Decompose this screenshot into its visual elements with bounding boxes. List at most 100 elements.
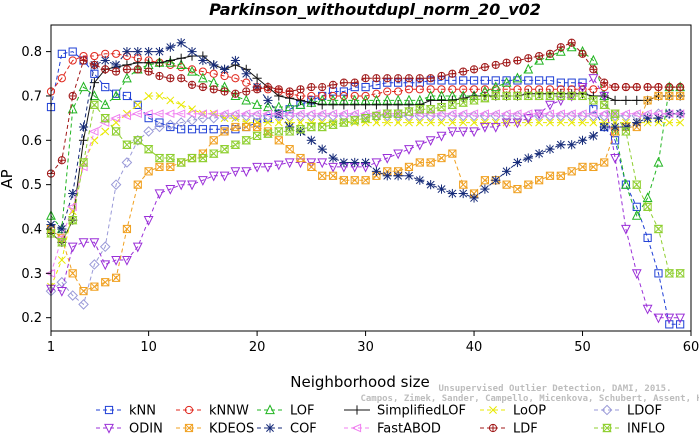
point-inflo-26: [317, 122, 327, 132]
point-ldf-48: [556, 43, 565, 52]
point-ldf-23: [285, 87, 294, 96]
point-simplifiedlof-30: [360, 100, 371, 110]
point-cof-40: [469, 193, 479, 203]
y-tick-label-0.5: 0.5: [21, 178, 42, 193]
point-ldf-33: [394, 74, 403, 83]
point-cof-15: [198, 55, 208, 66]
point-knn-15: [198, 125, 207, 134]
point-cof-47: [545, 144, 555, 154]
y-tick-label-0.8: 0.8: [21, 45, 42, 60]
point-loop-46: [535, 118, 544, 127]
point-odin-41: [479, 122, 490, 133]
point-kdeos-6: [101, 278, 110, 287]
point-knn-43: [502, 76, 511, 85]
point-ldf-28: [339, 78, 348, 87]
legend-label-knnw: kNNW: [209, 404, 249, 419]
point-cof-52: [599, 122, 609, 132]
point-kdeos-5: [90, 282, 99, 291]
point-cof-31: [371, 166, 382, 176]
point-kdeos-47: [545, 171, 555, 180]
point-cof-51: [588, 131, 598, 141]
legend-label-fastabod: FastABOD: [377, 422, 441, 435]
point-simplifiedlof-47: [545, 89, 555, 99]
point-knn-47: [545, 76, 555, 85]
point-simplifiedlof-4: [78, 135, 89, 145]
point-odin-34: [404, 145, 414, 155]
point-kdeos-18: [231, 122, 240, 132]
series-ldf: [46, 38, 685, 178]
point-inflo-29: [349, 116, 360, 125]
point-lof-46: [534, 54, 545, 65]
point-inflo-34: [404, 107, 414, 116]
point-cof-45: [523, 153, 533, 163]
watermark-line-1: Unsupervised Outlier Detection, DAMI, 20…: [439, 383, 672, 394]
legend-item-simplifiedlof: SimplifiedLOF: [344, 404, 466, 419]
point-inflo-51: [588, 96, 599, 105]
point-kdeos-28: [339, 176, 348, 185]
point-fastabod-56: [641, 109, 652, 119]
legend-marker-fastabod: [351, 423, 362, 433]
point-kdeos-44: [513, 184, 522, 194]
point-odin-7: [111, 255, 121, 266]
point-knnw-2: [57, 74, 66, 83]
point-odin-27: [328, 162, 338, 173]
point-odin-17: [219, 171, 230, 182]
point-inflo-46: [534, 91, 544, 101]
point-cof-26: [317, 144, 327, 154]
point-loop-29: [350, 118, 359, 127]
point-odin-22: [273, 160, 284, 171]
point-ldf-16: [209, 85, 218, 94]
point-cof-37: [436, 184, 447, 194]
point-ldf-56: [643, 82, 652, 92]
point-inflo-54: [621, 127, 631, 136]
point-inflo-56: [642, 202, 653, 211]
point-loop-2: [57, 256, 66, 264]
point-knn-45: [524, 76, 533, 85]
x-tick-label-40: 40: [466, 340, 483, 355]
point-ldf-49: [567, 38, 576, 47]
point-knnw-35: [415, 85, 424, 94]
point-loop-58: [665, 118, 674, 127]
point-loop-47: [546, 118, 554, 127]
point-cof-7: [111, 60, 121, 70]
point-lof-55: [631, 209, 642, 220]
point-fastabod-59: [674, 109, 685, 119]
point-inflo-57: [653, 224, 664, 234]
point-knn-39: [459, 76, 468, 85]
point-lof-3: [67, 103, 78, 114]
point-odin-33: [393, 149, 404, 160]
point-knn-51: [589, 105, 598, 114]
point-odin-47: [545, 100, 555, 111]
point-ldf-17: [220, 87, 229, 96]
point-inflo-30: [360, 114, 371, 123]
point-ldof-14: [186, 115, 198, 126]
point-cof-36: [426, 180, 436, 190]
point-inflo-58: [664, 269, 675, 278]
point-simplifiedlof-38: [447, 95, 457, 105]
point-fastabod-35: [413, 109, 424, 119]
point-fastabod-41: [479, 109, 489, 119]
point-cof-2: [57, 224, 67, 234]
point-kdeos-29: [350, 176, 359, 185]
legend-item-lof: LOF: [257, 404, 315, 419]
point-ldof-10: [143, 126, 154, 137]
point-cof-44: [512, 157, 523, 168]
point-fastabod-39: [457, 109, 468, 119]
point-cof-13: [176, 38, 186, 48]
point-inflo-3: [67, 216, 78, 225]
point-inflo-48: [556, 91, 566, 101]
point-ldf-50: [578, 49, 587, 58]
point-inflo-27: [328, 120, 338, 129]
point-ldf-29: [350, 78, 359, 87]
point-inflo-4: [78, 158, 89, 167]
point-inflo-36: [425, 105, 436, 114]
point-loop-33: [394, 118, 403, 127]
point-cof-35: [415, 175, 425, 185]
legend-item-loop: LoOP: [480, 404, 546, 419]
point-odin-40: [469, 127, 479, 138]
point-kdeos-26: [318, 171, 327, 180]
point-ldof-2: [56, 276, 68, 288]
point-inflo-55: [631, 180, 642, 189]
point-loop-36: [426, 118, 435, 127]
